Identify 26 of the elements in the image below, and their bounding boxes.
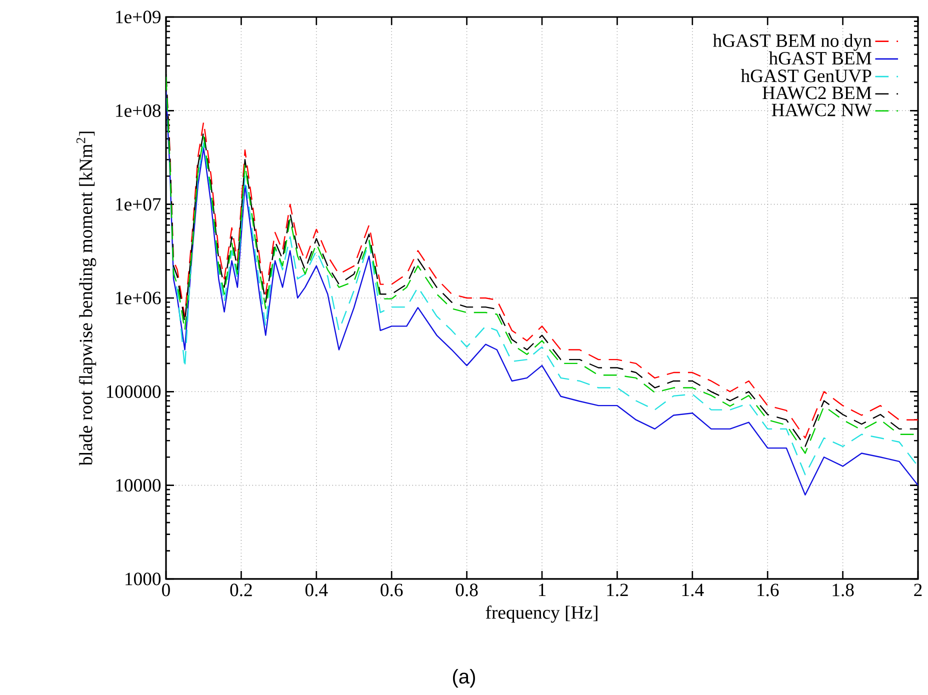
x-tick-label: 0.4 xyxy=(305,584,328,596)
x-tick-label: 0.2 xyxy=(230,584,252,596)
x-tick-label: 0 xyxy=(162,584,170,596)
y-tick-label: 1e+06 xyxy=(116,292,161,304)
x-tick-label: 2 xyxy=(914,584,922,596)
y-tick-label: 1e+07 xyxy=(116,198,161,211)
x-tick-label: 1 xyxy=(538,584,546,596)
y-tick-label: 100000 xyxy=(106,385,161,398)
x-tick-label: 0.8 xyxy=(456,584,478,596)
x-tick-label: 1.6 xyxy=(758,584,779,596)
legend-label: hGAST BEM xyxy=(768,51,872,65)
legend-label: hGAST BEM no dyn xyxy=(712,34,872,51)
legend-label: hGAST GenUVP xyxy=(740,69,872,82)
x-axis-title: frequency [Hz] xyxy=(486,606,598,623)
y-tick-label: 1e+08 xyxy=(116,104,161,117)
legend-label: HAWC2 NW xyxy=(772,104,872,116)
x-tick-label: 1.2 xyxy=(607,584,628,596)
x-tick-label: 1.8 xyxy=(832,584,854,596)
x-tick-label: 0.6 xyxy=(380,584,403,596)
text: (a) xyxy=(453,668,475,688)
legend-label: HAWC2 BEM xyxy=(762,86,872,100)
y-axis-title: blade root flapwise bending moment [kNm$^{2}$] xyxy=(76,132,96,466)
y-tick-label: 10000 xyxy=(116,479,161,492)
y-tick-label: 1000 xyxy=(126,572,161,586)
y-tick-label: 1e+09 xyxy=(116,10,161,24)
x-tick-label: 1.4 xyxy=(682,584,704,596)
